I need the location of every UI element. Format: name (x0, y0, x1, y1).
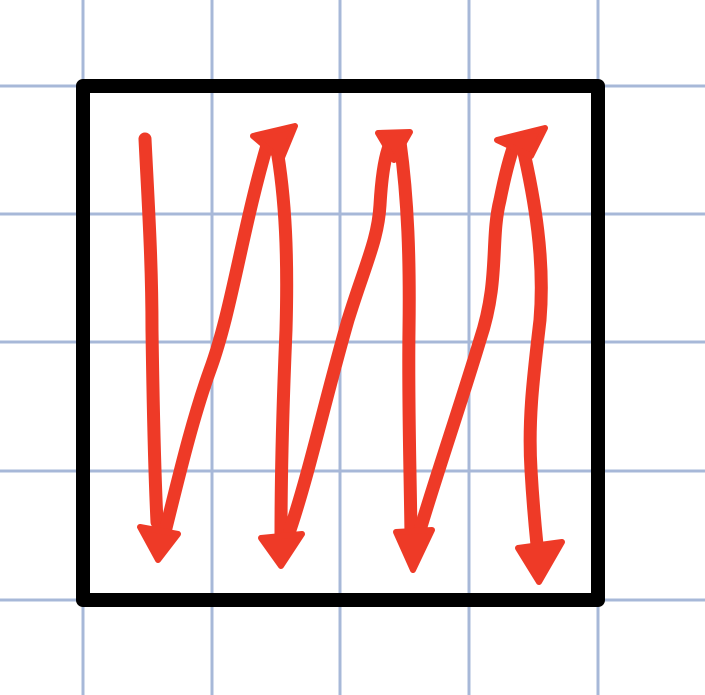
arrowhead-up-2 (375, 129, 413, 163)
up-stroke-2 (283, 133, 399, 537)
down-stroke-2 (269, 137, 294, 542)
down-stroke-4 (515, 137, 548, 552)
down-stroke-1 (138, 132, 164, 529)
down-stroke-3 (393, 135, 418, 542)
arrowhead-down-4 (515, 539, 565, 585)
arrowhead-up-3 (494, 125, 548, 159)
arrowhead-down-3 (393, 527, 435, 573)
up-stroke-3 (413, 133, 523, 537)
square-frame (76, 79, 605, 607)
arrowhead-up-1 (250, 123, 298, 163)
zigzag-scan-path (137, 123, 565, 585)
arrowhead-down-2 (258, 531, 305, 569)
up-stroke-1 (159, 135, 275, 535)
arrowhead-down-1 (137, 524, 181, 563)
